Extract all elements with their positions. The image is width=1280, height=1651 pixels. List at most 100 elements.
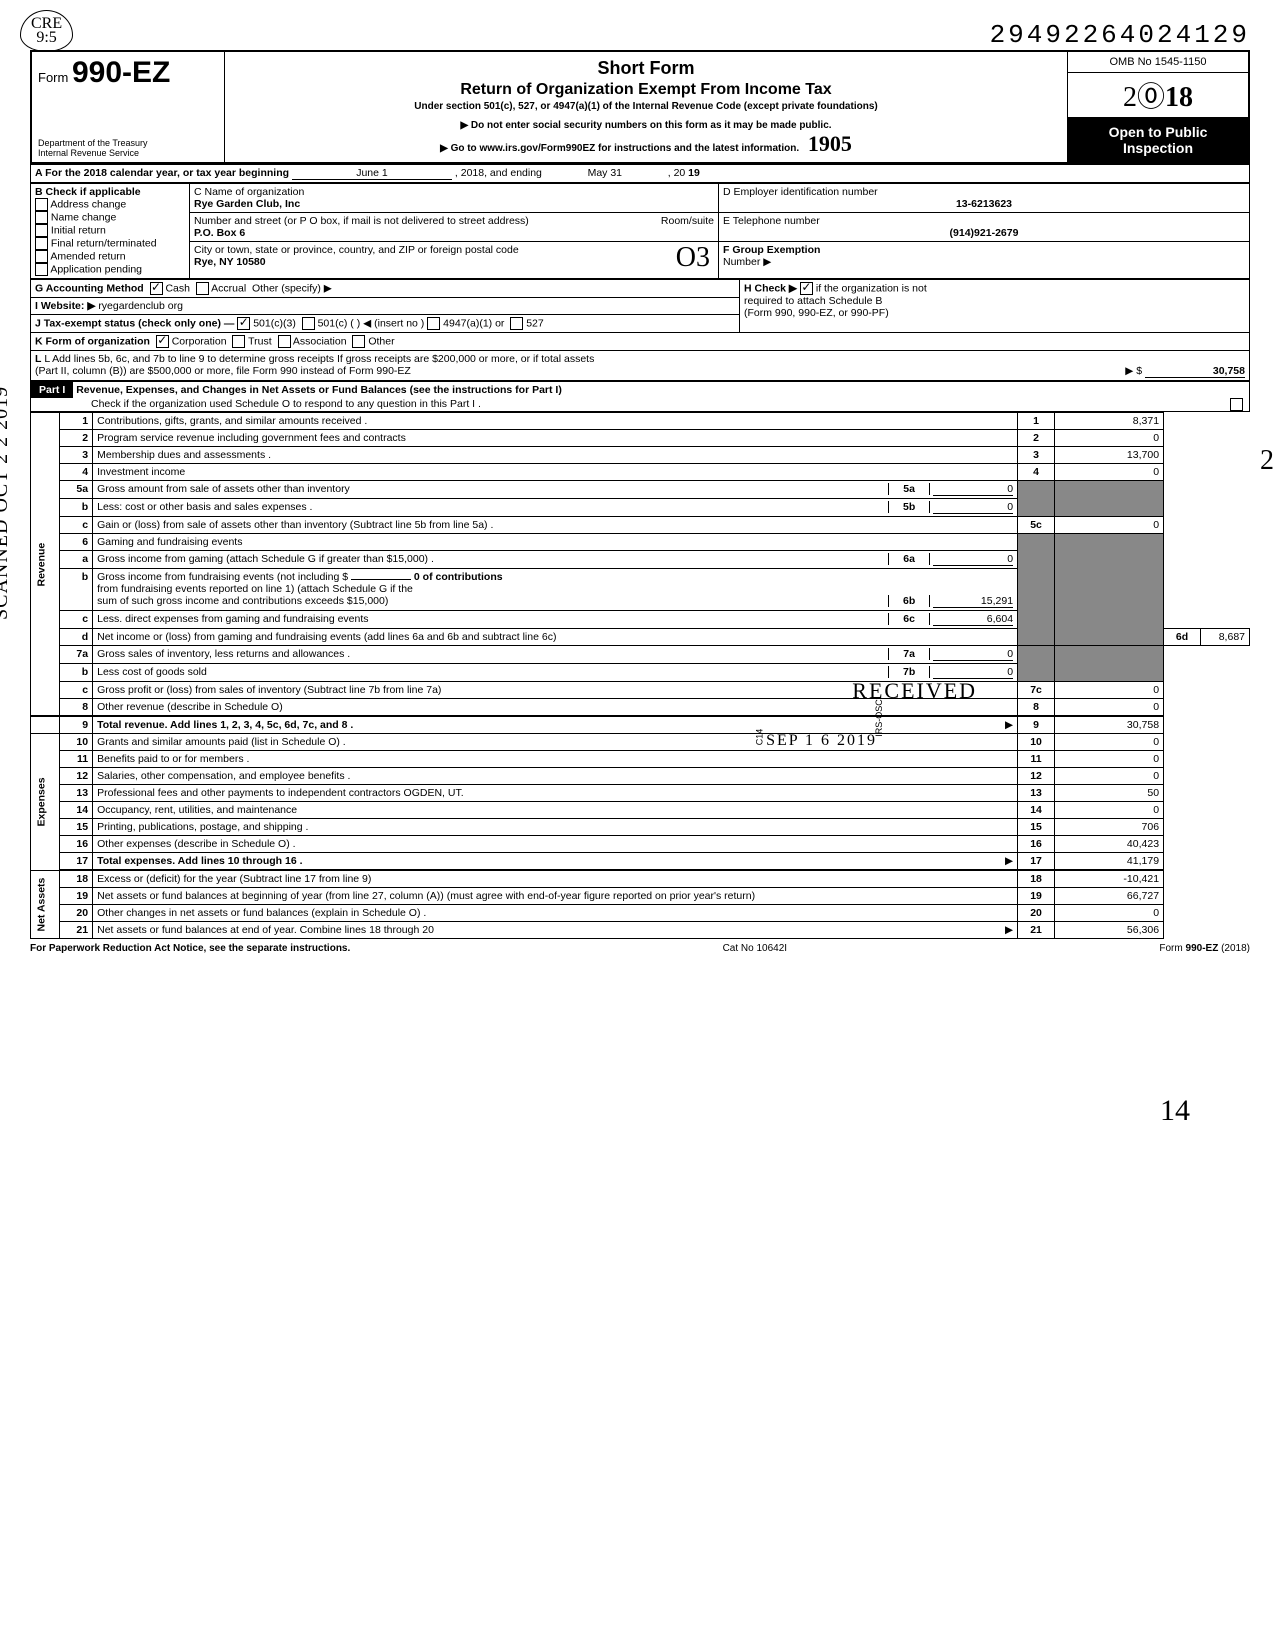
chk-accrual[interactable] [196,282,209,295]
k-label: K Form of organization [35,335,150,347]
arrow-goto: ▶ Go to www.irs.gov/Form990EZ for instru… [440,143,799,154]
open-public-1: Open to Public [1074,124,1242,140]
form-header: Form 990-EZ Department of the Treasury I… [30,50,1250,164]
l-text: L Add lines 5b, 6c, and 7b to line 9 to … [44,353,594,365]
hand-o3: O3 [676,242,710,274]
chk-final[interactable] [35,237,48,250]
line17-arrow: ▶ [1005,855,1013,867]
line14-text: Occupancy, rent, utilities, and maintena… [93,802,1018,819]
h-text: if the organization is not [816,282,927,294]
chk-part1-o[interactable] [1230,398,1243,411]
line5a-text: Gross amount from sale of assets other t… [97,483,350,495]
lbl-assoc: Association [293,335,347,347]
arrow-ssn: ▶ Do not enter social security numbers o… [229,120,1063,131]
line6b-r1: 0 of contributions [414,571,503,583]
stamp-1905: 1905 [808,131,852,156]
line10-val: 0 [1055,734,1164,751]
line1-num: 1 [1018,413,1055,430]
chk-amended[interactable] [35,250,48,263]
sep-date-stamp: SEP 1 6 2019 [766,732,877,750]
box7a: 7a [888,648,930,660]
line6b-t1: Gross income from fundraising events (no… [97,571,348,583]
line13-num: 13 [1018,785,1055,802]
line2-text: Program service revenue including govern… [93,430,1018,447]
tax-year: 2⓪201818 [1068,73,1248,118]
line6b-t2: from fundraising events reported on line… [97,583,413,595]
line20-num: 20 [1018,905,1055,922]
chk-501c[interactable] [302,317,315,330]
line-a-label: A For the 2018 calendar year, or tax yea… [35,167,289,179]
line6c-text: Less. direct expenses from gaming and fu… [97,613,368,625]
end-date[interactable]: May 31 [545,167,665,179]
line8-num: 8 [1018,699,1055,717]
line21-val: 56,306 [1055,922,1164,939]
footer-right-year: (2018) [1221,943,1250,954]
netassets-sidelabel: Net Assets [31,870,60,939]
i-label: I Website: ▶ [35,300,95,312]
l-text2: (Part II, column (B)) are $500,000 or mo… [35,365,411,377]
line15-val: 706 [1055,819,1164,836]
part1-header: Part I Revenue, Expenses, and Changes in… [30,381,1250,412]
line9-val: 30,758 [1055,716,1164,734]
line3-text: Membership dues and assessments . [93,447,1018,464]
chk-cash[interactable]: ✓ [150,282,163,295]
lbl-pending: Application pending [50,263,142,275]
line7c-num: 7c [1018,682,1055,699]
chk-pending[interactable] [35,263,48,276]
lbl-501c: 501(c) ( [318,317,354,329]
d-label: D Employer identification number [723,186,878,198]
line12-num: 12 [1018,768,1055,785]
line19-val: 66,727 [1055,888,1164,905]
yr-prefix: , 20 [668,167,686,179]
chk-527[interactable] [510,317,523,330]
ein-value[interactable]: 13-6213623 [723,198,1245,210]
website-value[interactable]: ryegardenclub org [98,300,183,312]
under-section: Under section 501(c), 527, or 4947(a)(1)… [229,101,1063,112]
city-value[interactable]: Rye, NY 10580 [194,256,266,268]
end-year[interactable]: 19 [688,167,700,179]
financial-table: Revenue 1 Contributions, gifts, grants, … [30,412,1250,939]
begin-date[interactable]: June 1 [292,167,452,180]
val6c: 6,604 [933,613,1013,626]
chk-assoc[interactable] [278,335,291,348]
line9-num: 9 [1018,716,1055,734]
lbl-trust: Trust [248,335,272,347]
chk-trust[interactable] [232,335,245,348]
line10-num: 10 [1018,734,1055,751]
chk-initial[interactable] [35,224,48,237]
phone-value[interactable]: (914)921-2679 [723,227,1245,239]
chk-address[interactable] [35,198,48,211]
line13-val: 50 [1055,785,1164,802]
lbl-insert: ) ◀ (insert no ) [357,317,425,329]
corner-stamp: CRE 9:5 [20,10,73,52]
lbl-other-method: Other (specify) ▶ [252,282,332,294]
line19-num: 19 [1018,888,1055,905]
line18-text: Excess or (deficit) for the year (Subtra… [93,870,1018,888]
footer: For Paperwork Reduction Act Notice, see … [30,943,1250,954]
line6d-num: 6d [1164,629,1201,646]
lbl-accrual: Accrual [211,282,246,294]
street-label: Number and street (or P O box, if mail i… [194,215,529,227]
box6a: 6a [888,553,930,565]
box5b: 5b [888,501,930,513]
chk-name[interactable] [35,211,48,224]
line5b-text: Less: cost or other basis and sales expe… [97,501,312,513]
chk-4947[interactable] [427,317,440,330]
chk-501c3[interactable]: ✓ [237,317,250,330]
hand-2: 2 [1260,445,1274,477]
street-value[interactable]: P.O. Box 6 [194,227,245,239]
val6b: 15,291 [933,595,1013,608]
line15-num: 15 [1018,819,1055,836]
chk-h[interactable]: ✓ [800,282,813,295]
box-b-title: B Check if applicable [35,186,141,198]
footer-left: For Paperwork Reduction Act Notice, see … [30,943,350,954]
chk-other-org[interactable] [352,335,365,348]
expenses-sidelabel: Expenses [31,734,60,871]
chk-corp[interactable]: ✓ [156,335,169,348]
received-stamp: RECEIVED [852,678,977,704]
lbl-initial: Initial return [51,224,106,236]
line4-num: 4 [1018,464,1055,481]
j-label: J Tax-exempt status (check only one) — [35,317,234,329]
org-name[interactable]: Rye Garden Club, Inc [194,198,300,210]
box6b: 6b [888,595,930,607]
